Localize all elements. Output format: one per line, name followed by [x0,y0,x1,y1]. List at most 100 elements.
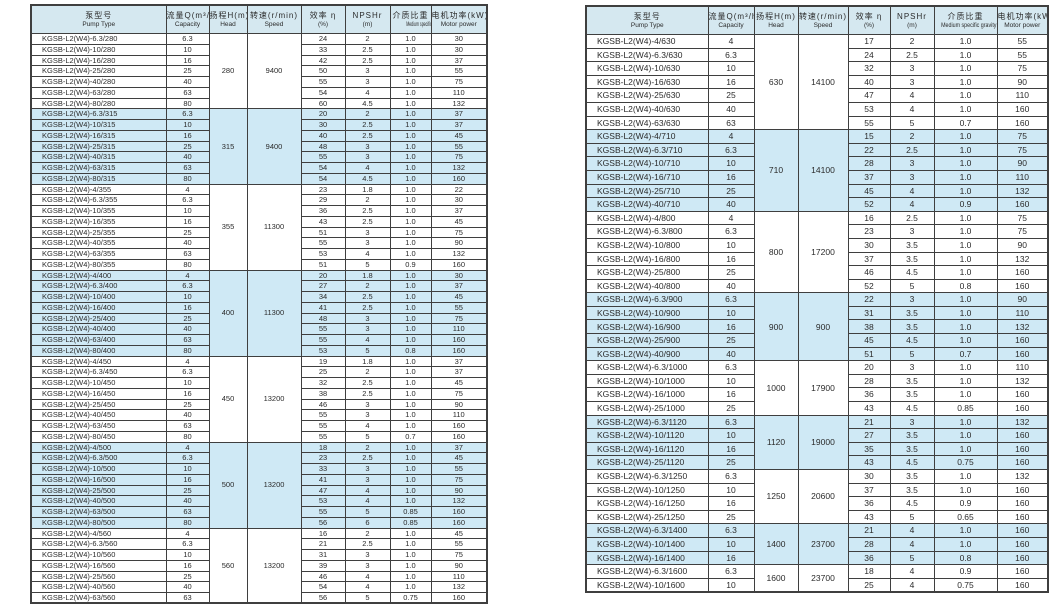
table-row: KGSB-L2(W4)-80/280 80 60 4.5 1.0 132 [30,97,488,110]
table-row: KGSB-L2(W4)-80/500 80 56 6 0.85 160 [30,516,488,529]
npshr-cell: 3 [889,74,935,90]
power-cell: 37 [430,119,488,131]
npshr-cell: 2.5 [344,538,391,550]
gravity-cell: 1.0 [389,452,432,464]
pump-model-cell: KGSB-L2(W4)-6.3/630 [585,47,709,63]
gravity-cell: 1.0 [389,559,432,572]
speed-cell: 14100 [797,129,849,212]
npshr-cell: 3 [344,226,391,239]
pump-model-cell: KGSB-L2(W4)-16/500 [30,473,167,486]
capacity-cell: 16 [165,559,210,572]
pump-model-cell: KGSB-L2(W4)-16/1000 [585,387,709,403]
capacity-cell: 25 [707,265,755,280]
head-cell: 1600 [753,564,799,593]
capacity-cell: 16 [707,441,755,457]
power-cell: 75 [996,61,1049,76]
pump-model-cell: KGSB-L2(W4)-40/315 [30,151,167,163]
col-npshr: NPSHr (m) [889,5,935,35]
pump-model-cell: KGSB-L2(W4)-40/560 [30,581,167,593]
gravity-cell: 1.0 [389,463,432,475]
speed-cell: 9400 [246,32,302,110]
power-cell: 160 [430,430,488,443]
capacity-cell: 40 [707,278,755,294]
gravity-cell: 1.0 [933,224,998,239]
gravity-cell: 1.0 [389,280,432,292]
pump-model-cell: KGSB-L2(W4)-16/560 [30,559,167,572]
table-row: KGSB-L2(W4)-63/280 63 54 4 1.0 110 [30,86,488,99]
table-row: KGSB-L2(W4)-6.3/1600 6.3 1600 23700 18 4 0.9 16… [585,564,1049,593]
gravity-cell: 1.0 [389,355,432,368]
gravity-cell: 1.0 [389,54,432,67]
capacity-cell: 80 [165,430,210,443]
pump-model-cell: KGSB-L2(W4)-16/315 [30,129,167,142]
efficiency-cell: 54 [300,86,346,99]
efficiency-cell: 21 [847,523,891,538]
speed-cell: 19000 [797,414,849,471]
efficiency-cell: 56 [300,516,346,529]
speed-cell: 23700 [797,523,849,566]
npshr-cell: 3 [344,312,391,325]
power-cell: 90 [996,237,1049,253]
col-pump-type: 泵型号 Pump Type [30,4,167,34]
table-row: KGSB-L2(W4)-6.3/1400 6.3 1400 23700 21 4 1.0 16… [585,523,1049,566]
capacity-cell: 63 [165,506,210,518]
speed-cell: 13200 [246,355,302,443]
table-row: KGSB-L2(W4)-63/630 63 55 5 0.7 160 [585,115,1049,131]
efficiency-cell: 37 [847,482,891,498]
capacity-cell: 40 [165,151,210,163]
gravity-cell: 1.0 [389,409,432,421]
capacity-cell: 25 [707,333,755,348]
table-row: KGSB-L2(W4)-40/400 40 55 3 1.0 110 [30,323,488,335]
table-row: KGSB-L2(W4)-4/400 4 400 11300 20 1.8 1.0 30 [30,269,488,357]
npshr-cell: 2.5 [344,129,391,142]
pump-model-cell: KGSB-L2(W4)-16/450 [30,387,167,400]
pump-model-cell: KGSB-L2(W4)-4/450 [30,355,167,368]
gravity-cell: 1.0 [389,248,432,260]
gravity-cell: 1.0 [389,108,432,120]
col-efficiency: 效率 η (%) [300,4,346,34]
capacity-cell: 6.3 [165,366,210,378]
capacity-cell: 25 [707,455,755,470]
col-pump-type: 泵型号 Pump Type [585,5,709,35]
gravity-cell: 1.0 [933,142,998,158]
gravity-cell: 1.0 [933,523,998,538]
npshr-cell: 5 [889,115,935,131]
table-row: KGSB-L2(W4)-63/560 63 56 5 0.75 160 [30,592,488,604]
capacity-cell: 10 [707,156,755,171]
gravity-cell: 1.0 [933,169,998,185]
col-npshr: NPSHr (m) [344,4,391,34]
efficiency-cell: 23 [300,183,346,196]
capacity-cell: 6.3 [707,224,755,239]
pump-model-cell: KGSB-L2(W4)-16/710 [585,169,709,185]
table-row: KGSB-L2(W4)-6.3/1120 6.3 1120 19000 21 3 1.0 13… [585,414,1049,471]
npshr-cell: 4 [889,564,935,579]
table-row: KGSB-L2(W4)-25/900 25 45 4.5 1.0 160 [585,333,1049,348]
gravity-cell: 1.0 [933,360,998,375]
table-row: KGSB-L2(W4)-6.3/630 6.3 24 2.5 1.0 55 [585,47,1049,63]
capacity-cell: 4 [707,129,755,144]
capacity-cell: 6.3 [707,360,755,375]
efficiency-cell: 22 [847,292,891,307]
pump-model-cell: KGSB-L2(W4)-6.3/315 [30,108,167,120]
efficiency-cell: 54 [300,172,346,185]
npshr-cell: 3.5 [889,387,935,403]
pump-model-cell: KGSB-L2(W4)-63/560 [30,592,167,604]
gravity-cell: 1.0 [933,156,998,171]
gravity-cell: 0.8 [933,278,998,294]
gravity-cell: 1.0 [389,65,432,77]
power-cell: 75 [430,549,488,561]
npshr-cell: 3 [344,549,391,561]
gravity-cell: 1.0 [389,323,432,335]
col-motor-power: 电机功率(kW)Motor power [996,5,1049,35]
efficiency-cell: 55 [847,115,891,131]
efficiency-cell: 38 [300,387,346,400]
head-cell: 560 [208,527,248,604]
capacity-cell: 6.3 [165,280,210,292]
capacity-cell: 40 [707,346,755,362]
gravity-cell: 1.0 [389,570,432,583]
table-body: KGSB-L2(W4)-4/630 4 630 14100 17 2 1.0 55 KGSB-L… [585,33,1049,593]
gravity-cell: 0.75 [389,592,432,604]
gravity-cell: 1.0 [389,538,432,550]
